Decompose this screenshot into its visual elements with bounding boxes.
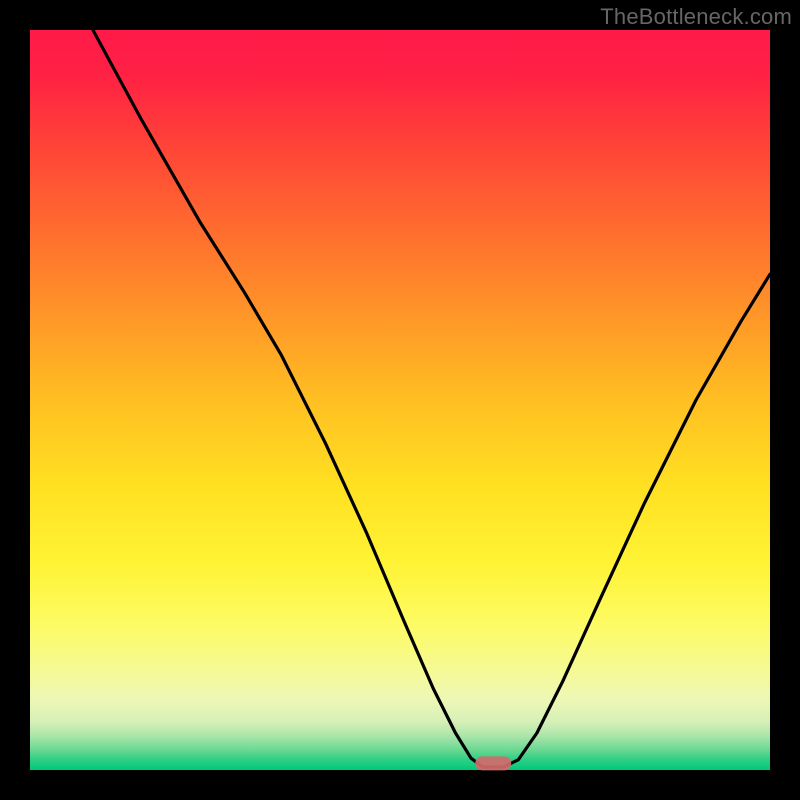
plot-background (30, 30, 770, 770)
chart-svg (0, 0, 800, 800)
bottleneck-chart: TheBottleneck.com (0, 0, 800, 800)
watermark-text: TheBottleneck.com (600, 4, 792, 30)
optimal-marker (475, 756, 511, 770)
